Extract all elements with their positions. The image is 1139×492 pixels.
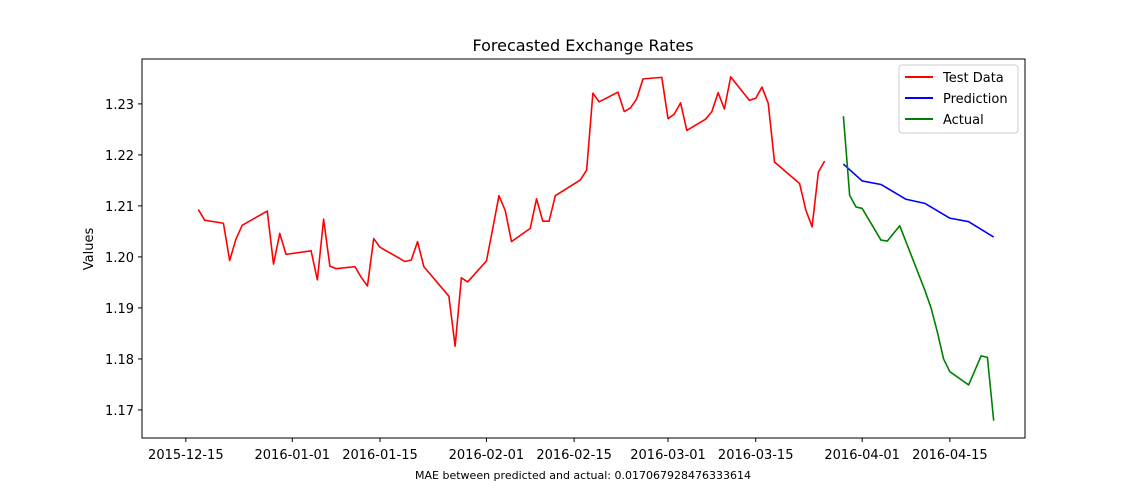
x-tick-label: 2016-01-01 (255, 448, 331, 463)
y-tick-label: 1.21 (105, 200, 134, 215)
legend: Test Data Prediction Actual (898, 64, 1019, 134)
legend-label-actual: Actual (943, 113, 984, 128)
series-layer (197, 76, 995, 421)
x-tick-label: 2016-04-15 (912, 448, 988, 463)
y-tick-label: 1.18 (105, 353, 134, 368)
y-tick-label: 1.20 (105, 251, 134, 266)
x-tick-label: 2016-02-15 (536, 448, 612, 463)
plot-frame (141, 58, 1026, 439)
legend-label-test-data: Test Data (942, 71, 1004, 86)
x-tick-label: 2016-04-01 (824, 448, 900, 463)
series-line-prediction (842, 163, 995, 238)
x-tick-label: 2015-12-15 (148, 448, 224, 463)
y-tick-label: 1.17 (105, 404, 134, 419)
ticks-layer: 2015-12-15 2016-01-01 2016-01-15 2016-02-01… (105, 98, 988, 463)
x-tick-label: 2016-03-01 (630, 448, 706, 463)
series-line-actual (842, 116, 995, 421)
y-tick-label: 1.23 (105, 98, 134, 113)
mae-caption: MAE between predicted and actual: 0.0170… (415, 469, 751, 482)
y-tick-label: 1.19 (105, 302, 134, 317)
chart-title: Forecasted Exchange Rates (472, 36, 693, 55)
legend-box (898, 64, 1019, 134)
series-line-test-data (197, 76, 826, 347)
x-tick-label: 2016-01-15 (342, 448, 418, 463)
y-axis-label: Values (82, 228, 97, 271)
y-tick-label: 1.22 (105, 149, 134, 164)
legend-label-prediction: Prediction (943, 92, 1008, 107)
x-tick-label: 2016-02-01 (449, 448, 525, 463)
x-tick-label: 2016-03-15 (718, 448, 794, 463)
